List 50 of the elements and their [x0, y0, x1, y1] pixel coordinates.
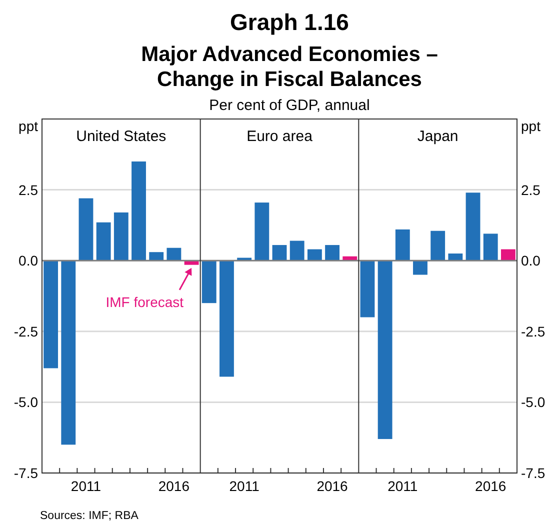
y2-axis-title: ppt	[521, 118, 541, 134]
bar	[448, 254, 463, 261]
bar	[483, 234, 498, 261]
bar	[413, 260, 428, 275]
x-tick-label: 2016	[158, 478, 190, 494]
bar	[325, 245, 340, 261]
caption: Graph 1.16	[230, 9, 349, 35]
bar	[61, 260, 76, 445]
bar	[96, 222, 111, 261]
y2-tick-label: 2.5	[521, 182, 541, 198]
source-note: Sources: IMF; RBA	[40, 510, 139, 522]
x-tick-label: 2011	[70, 478, 102, 494]
bar	[78, 198, 94, 261]
bar	[430, 230, 446, 261]
text: United States	[76, 128, 166, 145]
y-tick-label: -7.5	[14, 465, 38, 481]
bar	[360, 260, 375, 318]
y-tick-label: 2.5	[18, 182, 38, 198]
bar	[44, 260, 58, 368]
bar	[220, 260, 234, 377]
bar	[466, 192, 480, 261]
bar	[202, 260, 216, 304]
x-tick-label: 2011	[388, 478, 418, 494]
bar	[166, 248, 182, 261]
annotation: IMF forecast	[106, 294, 184, 310]
y-axis-title: ppt	[18, 118, 38, 134]
bar	[272, 245, 287, 261]
bar	[132, 161, 146, 261]
y2-tick-label: -2.5	[521, 323, 546, 340]
y2-tick-label: -7.5	[521, 465, 546, 481]
text: Japan	[417, 128, 458, 145]
bar	[307, 249, 322, 261]
bar	[149, 252, 164, 261]
text: Euro area	[246, 128, 314, 145]
x-tick-label: 2011	[229, 478, 260, 494]
y-tick-label: -5.0	[14, 394, 38, 410]
text: Per cent of GDP, annual	[209, 97, 370, 114]
x-tick-label: 2016	[475, 478, 506, 494]
text: Major Advanced Economies – Change in Fiscal Balances	[141, 43, 438, 91]
bar	[500, 249, 516, 261]
bar	[395, 229, 410, 261]
y2-tick-label: 0.0	[521, 252, 541, 269]
y-tick-label: -2.5	[14, 323, 38, 340]
bar	[254, 202, 270, 261]
y2-tick-label: -5.0	[521, 394, 546, 410]
x-tick-label: 2016	[316, 478, 348, 494]
bar	[378, 260, 392, 440]
bar	[114, 212, 128, 261]
bar	[290, 240, 304, 261]
y-tick-label: 0.0	[18, 252, 38, 269]
